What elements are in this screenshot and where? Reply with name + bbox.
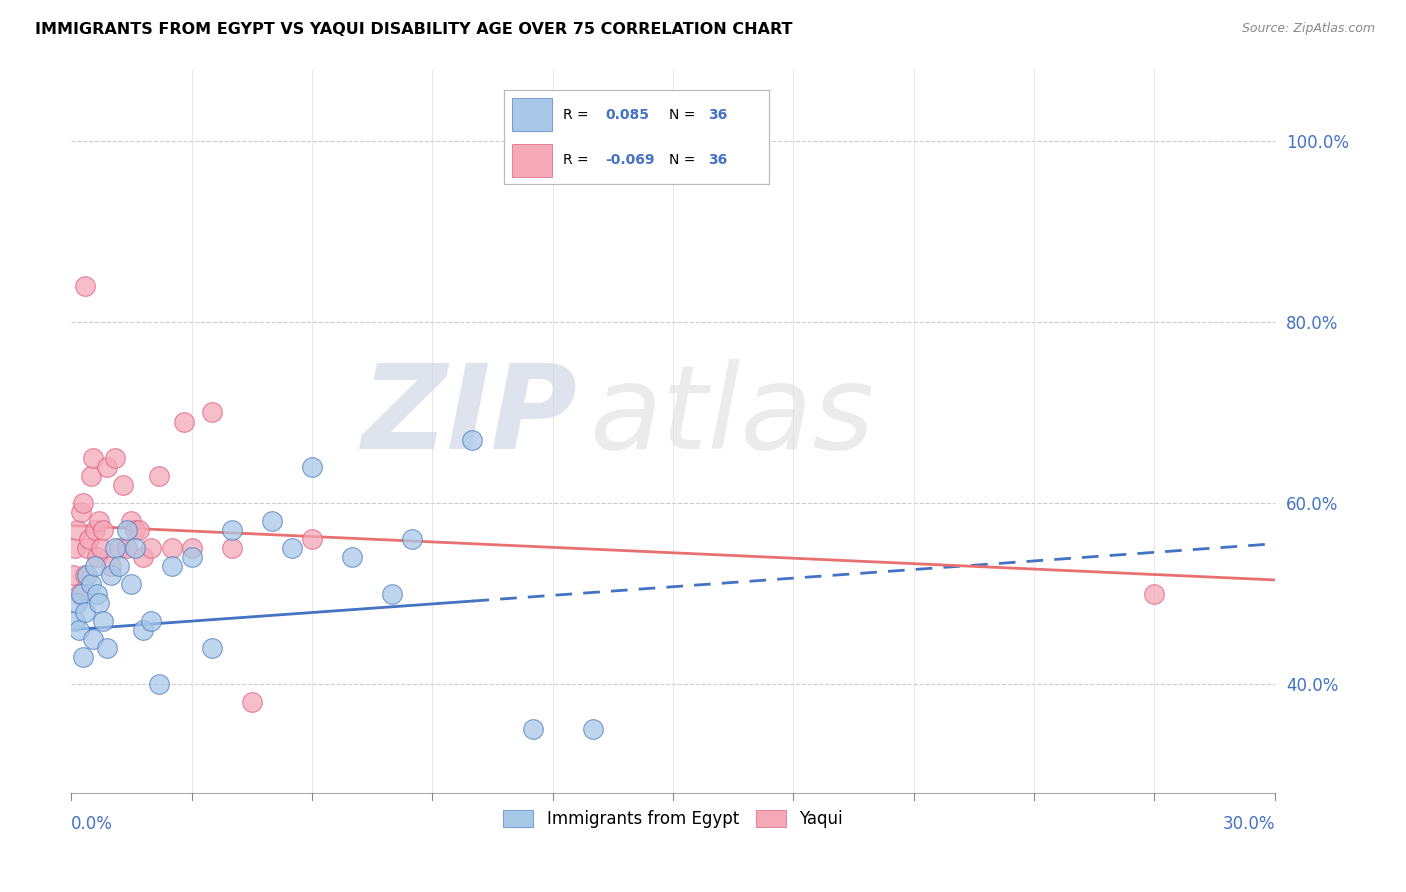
- Point: [84, 559, 107, 574]
- Point: [89, 514, 111, 528]
- Point: [65, 614, 87, 628]
- Point: [120, 577, 142, 591]
- Point: [84, 523, 107, 537]
- Text: Source: ZipAtlas.com: Source: ZipAtlas.com: [1241, 22, 1375, 36]
- Point: [201, 405, 224, 419]
- Point: [108, 559, 131, 574]
- Point: [76, 568, 98, 582]
- Point: [67, 623, 90, 637]
- Point: [221, 541, 243, 556]
- Point: [90, 541, 112, 556]
- Point: [201, 640, 224, 655]
- Point: [80, 577, 103, 591]
- Point: [141, 541, 163, 556]
- Point: [401, 532, 423, 546]
- Text: 30.0%: 30.0%: [1222, 815, 1275, 833]
- Point: [108, 541, 131, 556]
- Point: [66, 523, 89, 537]
- Point: [79, 532, 101, 546]
- Point: [301, 459, 323, 474]
- Point: [180, 550, 202, 565]
- Point: [86, 550, 108, 565]
- Point: [120, 514, 142, 528]
- Point: [522, 723, 544, 737]
- Point: [104, 541, 127, 556]
- Point: [260, 514, 283, 528]
- Point: [221, 523, 243, 537]
- Point: [180, 541, 202, 556]
- Text: IMMIGRANTS FROM EGYPT VS YAQUI DISABILITY AGE OVER 75 CORRELATION CHART: IMMIGRANTS FROM EGYPT VS YAQUI DISABILIT…: [35, 22, 793, 37]
- Point: [86, 586, 108, 600]
- Point: [141, 614, 163, 628]
- Point: [132, 623, 155, 637]
- Point: [76, 541, 98, 556]
- Point: [70, 505, 93, 519]
- Point: [96, 459, 118, 474]
- Point: [117, 523, 139, 537]
- Point: [100, 559, 122, 574]
- Point: [104, 450, 127, 465]
- Point: [72, 496, 94, 510]
- Point: [75, 605, 97, 619]
- Text: 0.0%: 0.0%: [72, 815, 112, 833]
- Point: [148, 677, 170, 691]
- Point: [82, 450, 104, 465]
- Point: [70, 586, 93, 600]
- Point: [461, 433, 484, 447]
- Point: [96, 640, 118, 655]
- Text: ZIP: ZIP: [361, 359, 576, 474]
- Point: [132, 550, 155, 565]
- Point: [281, 541, 304, 556]
- Legend: Immigrants from Egypt, Yaqui: Immigrants from Egypt, Yaqui: [496, 804, 849, 835]
- Point: [301, 532, 323, 546]
- Point: [89, 596, 111, 610]
- Point: [75, 568, 97, 582]
- Point: [91, 523, 114, 537]
- Point: [91, 614, 114, 628]
- Point: [1143, 586, 1166, 600]
- Point: [160, 559, 183, 574]
- Point: [117, 541, 139, 556]
- Point: [124, 523, 146, 537]
- Point: [65, 541, 87, 556]
- Point: [173, 415, 195, 429]
- Point: [112, 478, 135, 492]
- Point: [80, 468, 103, 483]
- Point: [128, 523, 150, 537]
- Text: atlas: atlas: [589, 359, 873, 473]
- Point: [100, 568, 122, 582]
- Point: [75, 278, 97, 293]
- Point: [381, 586, 404, 600]
- Point: [582, 723, 605, 737]
- Point: [66, 596, 89, 610]
- Point: [82, 632, 104, 646]
- Point: [160, 541, 183, 556]
- Point: [62, 568, 84, 582]
- Point: [124, 541, 146, 556]
- Point: [340, 550, 363, 565]
- Point: [67, 586, 90, 600]
- Point: [72, 649, 94, 664]
- Point: [240, 695, 263, 709]
- Point: [148, 468, 170, 483]
